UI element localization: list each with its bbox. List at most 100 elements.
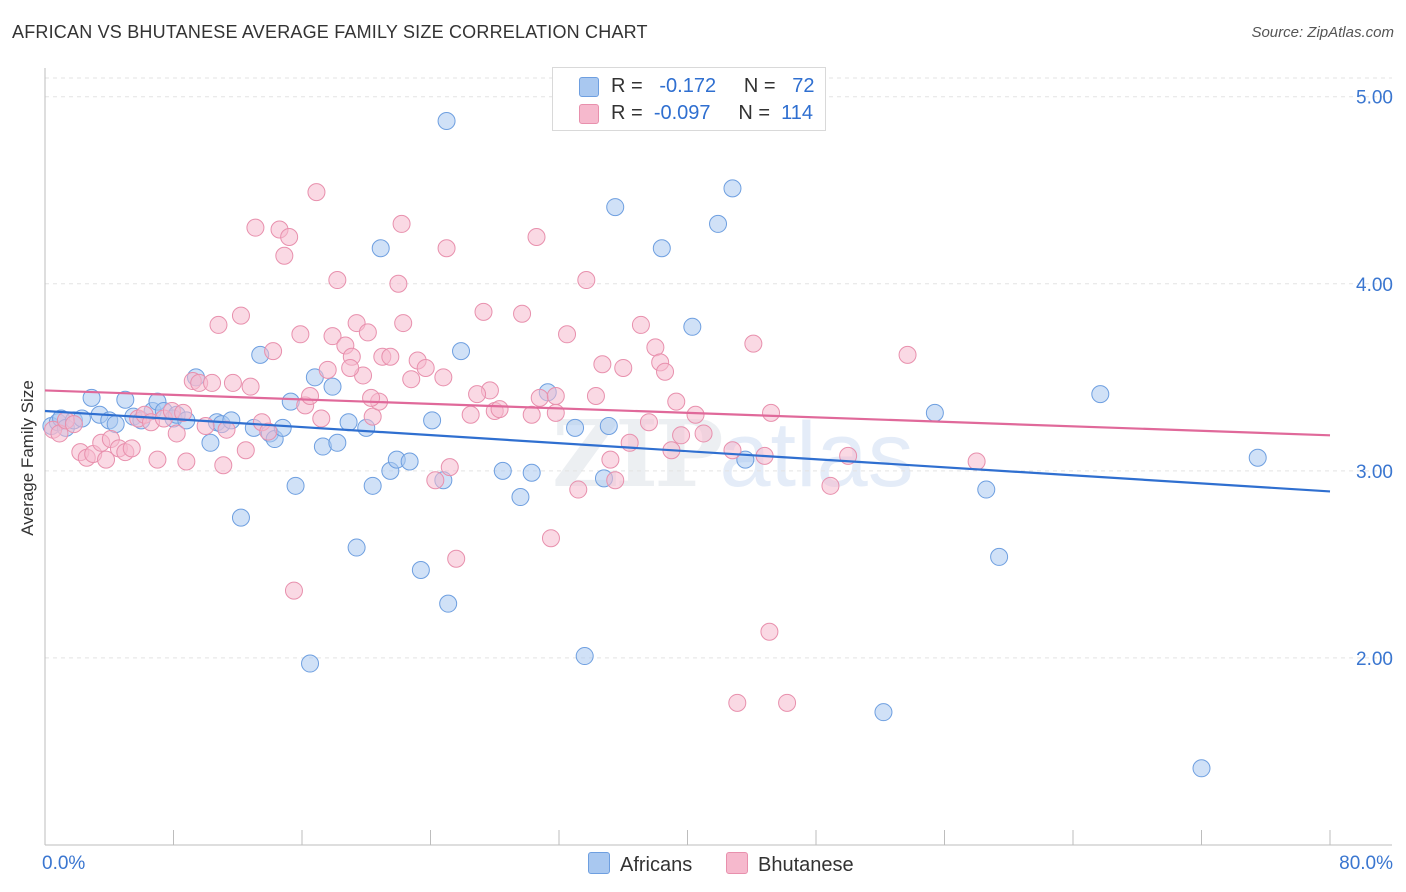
bhutanese-r-value: -0.097 <box>653 102 711 124</box>
bhutanese-point <box>275 246 294 265</box>
bhutanese-point <box>447 549 466 568</box>
bhutanese-point <box>667 392 686 411</box>
bhutanese-point <box>778 693 797 712</box>
africans-point <box>286 476 305 495</box>
africans-point <box>339 413 358 432</box>
trend-lines <box>44 389 1331 493</box>
bhutanese-point <box>639 413 658 432</box>
bhutanese-point <box>231 306 250 325</box>
chart-title: AFRICAN VS BHUTANESE AVERAGE FAMILY SIZE… <box>12 22 648 42</box>
bhutanese-point <box>214 456 233 475</box>
bhutanese-point <box>437 239 456 258</box>
bhutanese-point <box>203 373 222 392</box>
bhutanese-point <box>177 452 196 471</box>
bhutanese-point <box>363 407 382 426</box>
africans-swatch <box>579 77 599 97</box>
africans-point <box>652 239 671 258</box>
bhutanese-point <box>760 622 779 641</box>
africans-point <box>723 179 742 198</box>
legend-item-bhutanese[interactable]: Bhutanese <box>726 852 854 877</box>
bhutanese-point <box>392 214 411 233</box>
africans-point <box>709 214 728 233</box>
bhutanese-point <box>402 370 421 389</box>
legend-r-label: R = <box>611 102 643 124</box>
bhutanese-point <box>728 693 747 712</box>
x-tick-label-min: 0.0% <box>42 853 85 874</box>
africans-point <box>599 416 618 435</box>
bhutanese-point <box>577 271 596 290</box>
bhutanese-point <box>223 373 242 392</box>
bhutanese-point <box>631 315 650 334</box>
bhutanese-point <box>394 314 413 333</box>
bhutanese-points <box>44 183 986 712</box>
bhutanese-point <box>291 325 310 344</box>
bhutanese-point <box>318 360 337 379</box>
bhutanese-point <box>530 388 549 407</box>
legend-n-label: N = <box>738 102 771 124</box>
bhutanese-point <box>122 439 141 458</box>
legend-n-label: N = <box>743 75 776 97</box>
bhutanese-point <box>389 274 408 293</box>
africans-point <box>363 476 382 495</box>
africans-point <box>437 112 456 131</box>
bhutanese-point <box>301 387 320 406</box>
bhutanese-point <box>341 358 360 377</box>
bhutanese-point <box>148 450 167 469</box>
bhutanese-point <box>898 345 917 364</box>
africans-point <box>323 377 342 396</box>
tick-labels: 2.00 3.00 4.00 5.00 0.0% 80.0% <box>42 88 1393 874</box>
bhutanese-point <box>381 347 400 366</box>
africans-point <box>977 480 996 499</box>
africans-trend-line <box>44 409 1331 493</box>
y-tick-label: 2.00 <box>1356 649 1393 670</box>
africans-point <box>925 403 944 422</box>
africans-point <box>116 390 135 409</box>
source-label: Source: ZipAtlas.com <box>1251 24 1394 41</box>
bhutanese-point <box>527 228 546 247</box>
bhutanese-point <box>358 323 377 342</box>
bhutanese-point <box>241 377 260 396</box>
africans-point <box>231 508 250 527</box>
bhutanese-point <box>97 450 116 469</box>
bhutanese-point <box>601 450 620 469</box>
africans-point <box>1248 448 1267 467</box>
bhutanese-trend-line <box>44 389 1331 437</box>
bhutanese-swatch <box>579 104 599 124</box>
bhutanese-point <box>646 338 665 357</box>
bhutanese-point <box>217 420 236 439</box>
africans-point <box>990 547 1009 566</box>
bhutanese-point <box>280 228 299 247</box>
africans-point <box>874 703 893 722</box>
africans-point <box>328 433 347 452</box>
bhutanese-point <box>236 441 255 460</box>
africans-point <box>606 198 625 217</box>
bhutanese-point <box>586 387 605 406</box>
bhutanese-point <box>513 304 532 323</box>
bhutanese-point <box>569 480 588 499</box>
legend-item-africans[interactable]: Africans <box>588 852 692 877</box>
africans-point <box>371 239 390 258</box>
africans-point <box>201 433 220 452</box>
africans-point <box>301 654 320 673</box>
bhutanese-point <box>246 218 265 237</box>
bhutanese-point <box>821 476 840 495</box>
bhutanese-point <box>546 403 565 422</box>
bhutanese-point <box>209 315 228 334</box>
bhutanese-point <box>307 183 326 202</box>
africans-points <box>42 112 1267 778</box>
africans-legend-label: Africans <box>620 854 693 876</box>
bhutanese-point <box>426 471 445 490</box>
bhutanese-point <box>606 471 625 490</box>
bhutanese-legend-swatch <box>726 852 748 874</box>
grid-lines <box>45 77 1392 659</box>
africans-point <box>683 317 702 336</box>
africans-n-value: 72 <box>792 75 815 97</box>
bhutanese-point <box>461 405 480 424</box>
bhutanese-point <box>694 424 713 443</box>
bhutanese-point <box>656 362 675 381</box>
x-tick-label-max: 80.0% <box>1339 853 1393 874</box>
africans-point <box>1091 385 1110 404</box>
bhutanese-point <box>762 403 781 422</box>
africans-point <box>452 342 471 361</box>
africans-point <box>575 647 594 666</box>
